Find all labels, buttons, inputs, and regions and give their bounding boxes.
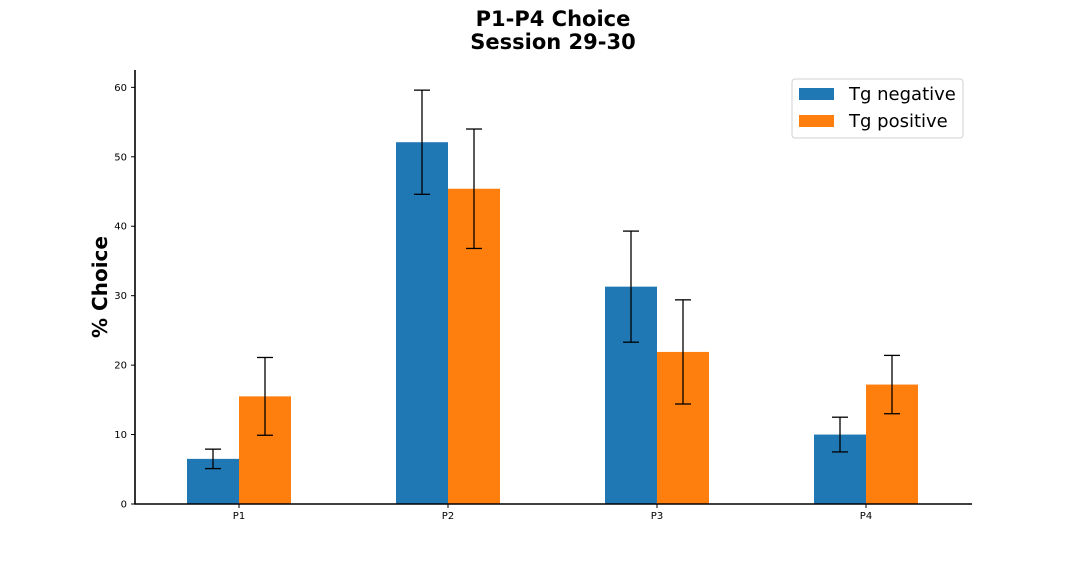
bar-tg-negative-p2 (396, 142, 448, 505)
axes-layer: 0 10 20 30 40 50 60 P1 P2 P3 P4 (114, 70, 972, 522)
x-tick-label-p4: P4 (860, 511, 872, 522)
legend-label-tg-positive: Tg positive (848, 111, 948, 132)
legend-swatch-tg-positive (799, 115, 834, 127)
error-bar-tg-positive-p3 (675, 299, 691, 405)
error-bar-tg-negative-p3 (623, 230, 639, 343)
error-bar-tg-positive-p4 (884, 354, 900, 415)
error-bar-tg-negative-p2 (414, 89, 430, 195)
y-axis-label: % Choice (88, 236, 112, 338)
y-tick-label: 0 (121, 500, 127, 511)
chart-title: P1-P4 Choice (476, 7, 631, 31)
bars-layer (187, 142, 918, 505)
chart-subtitle: Session 29-30 (470, 30, 635, 54)
legend: Tg negative Tg positive (791, 78, 964, 139)
legend-label-tg-negative: Tg negative (848, 84, 956, 105)
y-tick-label: 60 (114, 83, 127, 94)
y-tick-label: 10 (114, 430, 127, 441)
legend-swatch-tg-negative (799, 88, 834, 100)
y-tick-label: 20 (114, 361, 127, 372)
error-bar-tg-positive-p2 (466, 128, 482, 250)
error-bar-tg-negative-p4 (832, 416, 848, 453)
y-tick-label: 40 (114, 222, 127, 233)
y-tick-label: 30 (114, 291, 127, 302)
x-tick-label-p2: P2 (442, 511, 454, 522)
y-tick-label: 50 (114, 152, 127, 163)
x-tick-label-p3: P3 (651, 511, 663, 522)
error-bar-tg-negative-p1 (205, 448, 221, 470)
error-bar-tg-positive-p1 (257, 356, 273, 436)
x-tick-label-p1: P1 (233, 511, 245, 522)
error-bars-layer (205, 89, 900, 470)
legend-box (791, 78, 964, 139)
